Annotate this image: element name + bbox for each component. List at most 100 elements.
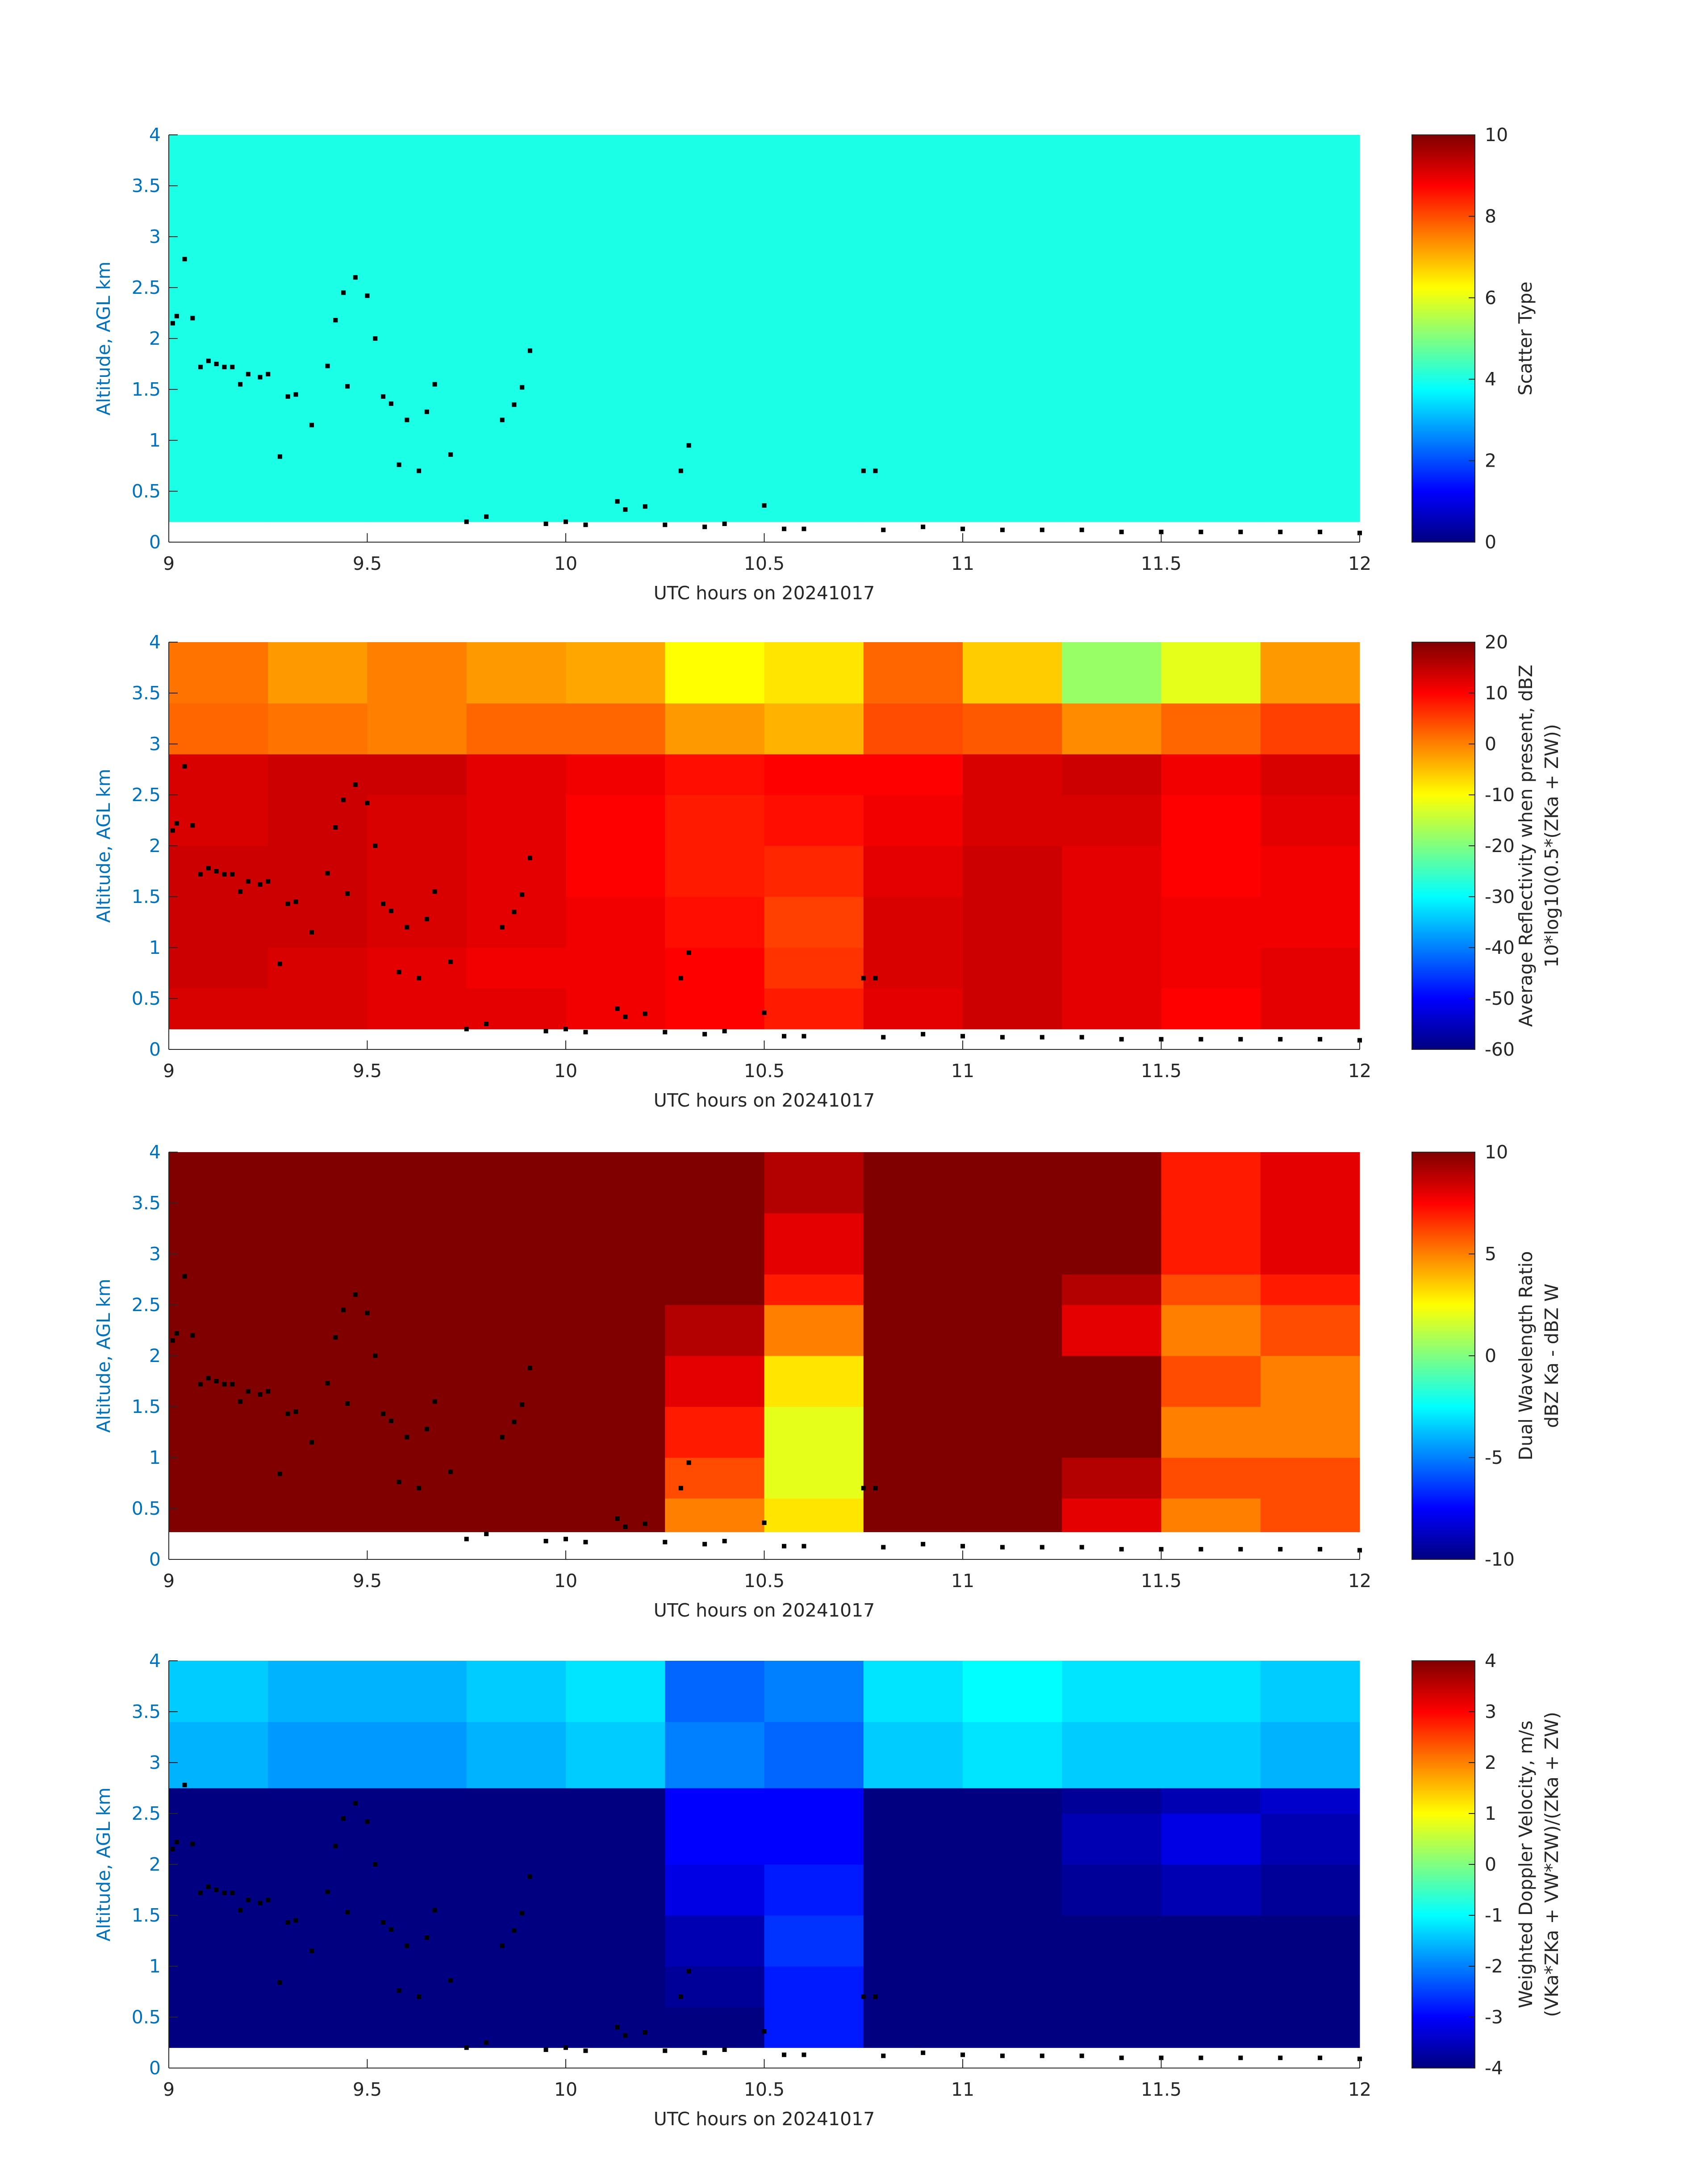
y-tick-label: 1 — [149, 430, 161, 451]
colorbar-tick-label: -10 — [1485, 784, 1515, 806]
colorbar-tick-label: 0 — [1485, 1854, 1496, 1875]
heat-cell — [1161, 1213, 1261, 1275]
point — [615, 2025, 620, 2030]
point — [353, 782, 358, 787]
point — [285, 1920, 290, 1925]
point — [500, 418, 505, 422]
point — [258, 1392, 263, 1397]
point — [781, 2052, 786, 2057]
heat-cell — [963, 389, 1062, 441]
heat-cell — [268, 1274, 367, 1305]
heat-cell — [268, 1722, 367, 1788]
heat-cell — [1161, 1356, 1261, 1407]
point — [762, 2029, 767, 2034]
heat-cell — [1161, 754, 1261, 795]
heat-cell — [665, 440, 764, 481]
point — [190, 823, 195, 828]
point — [1159, 1037, 1164, 1042]
heat-cell — [1260, 1788, 1360, 1814]
point — [174, 1331, 179, 1336]
heat-cell — [1161, 196, 1261, 258]
heat-cell — [566, 642, 665, 704]
heat-cell — [665, 1407, 764, 1458]
heat-cell — [566, 1915, 665, 1967]
heat-cell — [566, 196, 665, 258]
heat-cell — [863, 754, 963, 795]
point — [285, 1411, 290, 1416]
heat-cell — [1062, 338, 1161, 390]
heat-cell — [566, 1274, 665, 1305]
point — [222, 872, 227, 877]
heat-cell — [367, 196, 467, 258]
point — [432, 1399, 437, 1404]
heat-cell — [367, 1274, 467, 1305]
point — [484, 1532, 489, 1536]
point — [448, 1978, 453, 1983]
point — [206, 359, 211, 364]
point — [881, 1035, 886, 1040]
point — [182, 1274, 187, 1279]
point — [424, 1935, 429, 1940]
point — [373, 1354, 378, 1358]
heat-cell — [963, 2007, 1062, 2048]
point — [1238, 1547, 1243, 1552]
point — [583, 1030, 588, 1035]
point — [1318, 1547, 1323, 1552]
heat-cell — [466, 196, 566, 258]
heat-cell — [1062, 1966, 1161, 2007]
point — [388, 908, 393, 913]
point — [1278, 1547, 1283, 1552]
point — [1278, 530, 1283, 535]
point — [230, 872, 235, 877]
x-tick-label: 11.5 — [1141, 553, 1182, 574]
heat-cell — [566, 288, 665, 339]
heat-cell — [1062, 1498, 1161, 1532]
heat-cell — [764, 948, 864, 989]
y-tick-label: 2 — [149, 328, 161, 349]
y-axis-label: Altitude, AGL km — [93, 1788, 114, 1942]
y-axis-label: Altitude, AGL km — [93, 1279, 114, 1433]
heat-cell — [764, 703, 864, 755]
heat-cell — [367, 1305, 467, 1356]
point — [663, 2048, 668, 2053]
heat-cell — [169, 196, 268, 258]
point — [397, 1479, 401, 1484]
heat-cell — [764, 1915, 864, 1967]
colorbar-tick-label: 10 — [1485, 682, 1508, 704]
heat-cell — [367, 135, 467, 196]
point — [464, 2045, 469, 2050]
y-tick-label: 0 — [149, 2057, 161, 2079]
heat-cell — [963, 846, 1062, 897]
point — [500, 1435, 505, 1440]
y-tick-label: 2 — [149, 835, 161, 857]
heat-cell — [268, 1213, 367, 1275]
heat-cell — [1062, 196, 1161, 258]
heat-cell — [1161, 1407, 1261, 1458]
heat-cell — [566, 703, 665, 755]
heat-cell — [1260, 948, 1360, 989]
heat-cell — [466, 1966, 566, 2007]
y-tick-label: 2.5 — [132, 1294, 161, 1316]
colorbar-label: (VKa*ZKa + VW*ZW)/(ZKa + ZW) — [1541, 1712, 1562, 2017]
point — [230, 364, 235, 369]
point — [277, 1980, 282, 1985]
point — [564, 1537, 568, 1542]
point — [345, 891, 350, 896]
heat-cell — [1161, 988, 1261, 1029]
heat-cell — [466, 1152, 566, 1214]
point — [353, 1292, 358, 1297]
colorbar — [1412, 134, 1475, 543]
y-tick-label: 0 — [149, 1549, 161, 1570]
point — [345, 1910, 350, 1915]
point — [543, 521, 548, 526]
point — [365, 1819, 370, 1824]
heat-cell — [963, 1722, 1062, 1788]
point — [1238, 530, 1243, 535]
heat-cell — [169, 481, 268, 522]
y-axis-label: Altitude, AGL km — [93, 262, 114, 416]
heat-cell — [268, 897, 367, 948]
heat-cell — [367, 642, 467, 704]
x-axis-label: UTC hours on 20241017 — [654, 1090, 875, 1111]
point — [583, 2048, 588, 2053]
